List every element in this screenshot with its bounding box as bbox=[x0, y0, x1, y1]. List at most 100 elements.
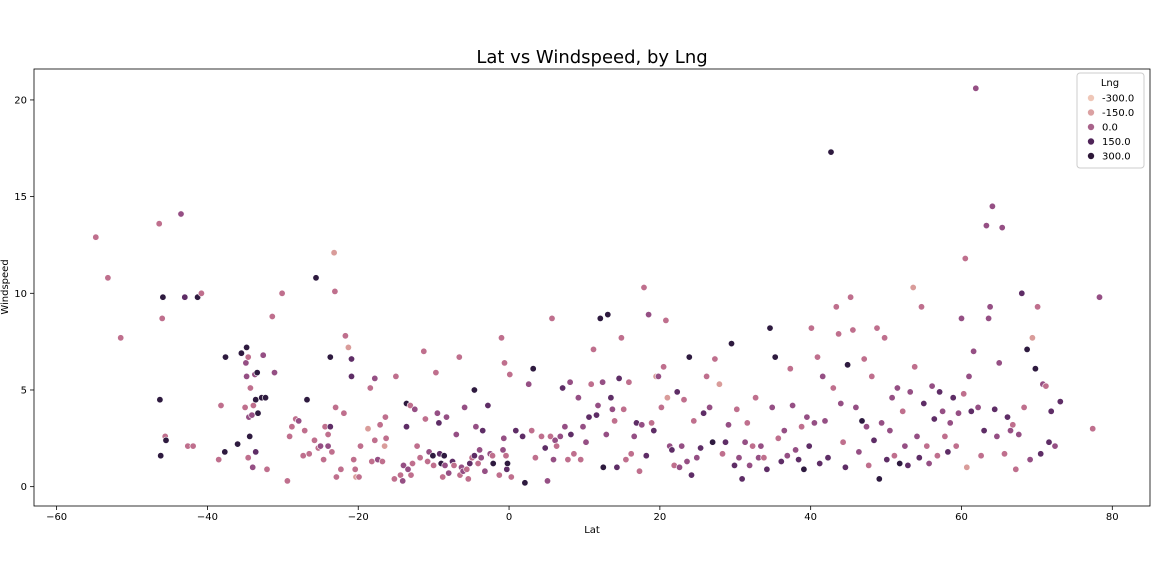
data-point bbox=[599, 463, 607, 471]
data-point bbox=[439, 473, 447, 481]
data-point bbox=[957, 314, 965, 322]
data-point bbox=[596, 314, 604, 322]
data-point bbox=[1028, 334, 1036, 342]
data-point bbox=[371, 436, 379, 444]
data-point bbox=[890, 452, 898, 460]
data-point bbox=[663, 394, 671, 402]
data-point bbox=[789, 401, 797, 409]
data-point bbox=[810, 419, 818, 427]
data-point bbox=[104, 274, 112, 282]
data-point bbox=[574, 394, 582, 402]
data-point bbox=[181, 293, 189, 301]
y-tick-label: 10 bbox=[14, 289, 27, 300]
data-point bbox=[506, 370, 514, 378]
data-point bbox=[381, 442, 389, 450]
data-point bbox=[283, 477, 291, 485]
data-point bbox=[875, 475, 883, 483]
data-point bbox=[435, 419, 443, 427]
data-point bbox=[873, 324, 881, 332]
data-point bbox=[915, 454, 923, 462]
data-point bbox=[189, 442, 197, 450]
data-point bbox=[780, 427, 788, 435]
data-point bbox=[1015, 430, 1023, 438]
data-point bbox=[824, 454, 832, 462]
data-point bbox=[489, 459, 497, 467]
data-point bbox=[881, 334, 889, 342]
data-point bbox=[399, 461, 407, 469]
data-point bbox=[402, 423, 410, 431]
data-point bbox=[244, 353, 252, 361]
data-point bbox=[328, 448, 336, 456]
data-point bbox=[430, 461, 438, 469]
data-point bbox=[816, 459, 824, 467]
data-point bbox=[215, 456, 223, 464]
data-point bbox=[507, 473, 515, 481]
data-point bbox=[706, 403, 714, 411]
data-point bbox=[371, 374, 379, 382]
data-point bbox=[735, 454, 743, 462]
data-point bbox=[718, 450, 726, 458]
data-point bbox=[162, 436, 170, 444]
data-point bbox=[234, 440, 242, 448]
data-point bbox=[675, 463, 683, 471]
data-point bbox=[351, 465, 359, 473]
data-point bbox=[746, 461, 754, 469]
data-point bbox=[368, 457, 376, 465]
data-point bbox=[592, 411, 600, 419]
data-point bbox=[503, 459, 511, 467]
data-point bbox=[630, 432, 638, 440]
data-point bbox=[324, 430, 332, 438]
data-point bbox=[356, 442, 364, 450]
data-point bbox=[697, 444, 705, 452]
data-point bbox=[627, 450, 635, 458]
data-point bbox=[512, 427, 520, 435]
data-point bbox=[972, 84, 980, 92]
data-point bbox=[432, 369, 440, 377]
data-point bbox=[246, 384, 254, 392]
data-point bbox=[197, 289, 205, 297]
data-point bbox=[252, 448, 260, 456]
x-tick-label: 40 bbox=[804, 512, 817, 523]
data-point bbox=[463, 465, 471, 473]
data-point bbox=[941, 432, 949, 440]
data-point bbox=[862, 423, 870, 431]
data-point bbox=[1026, 456, 1034, 464]
data-point bbox=[441, 461, 449, 469]
data-point bbox=[500, 359, 508, 367]
data-point bbox=[660, 363, 668, 371]
data-point bbox=[242, 359, 250, 367]
data-point bbox=[1020, 403, 1028, 411]
data-point bbox=[988, 202, 996, 210]
data-point bbox=[899, 407, 907, 415]
data-point bbox=[963, 463, 971, 471]
data-point bbox=[249, 401, 257, 409]
data-point bbox=[155, 220, 163, 228]
data-point bbox=[993, 432, 1001, 440]
data-point bbox=[466, 459, 474, 467]
data-point bbox=[768, 403, 776, 411]
data-point bbox=[521, 479, 529, 487]
legend-marker bbox=[1087, 123, 1095, 131]
data-point bbox=[893, 384, 901, 392]
data-point bbox=[263, 465, 271, 473]
data-point bbox=[952, 442, 960, 450]
data-point bbox=[243, 372, 251, 380]
data-point bbox=[982, 222, 990, 230]
data-point bbox=[849, 326, 857, 334]
data-point bbox=[977, 452, 985, 460]
data-point bbox=[920, 399, 928, 407]
data-point bbox=[832, 303, 840, 311]
y-tick-label: 20 bbox=[14, 95, 27, 106]
data-point bbox=[608, 405, 616, 413]
data-point bbox=[673, 388, 681, 396]
data-point bbox=[156, 396, 164, 404]
data-point bbox=[525, 380, 533, 388]
legend-entry-label: 300.0 bbox=[1102, 152, 1131, 163]
data-point bbox=[579, 423, 587, 431]
data-point bbox=[1012, 465, 1020, 473]
data-point bbox=[1051, 442, 1059, 450]
data-point bbox=[855, 448, 863, 456]
data-point bbox=[1056, 398, 1064, 406]
data-point bbox=[911, 363, 919, 371]
